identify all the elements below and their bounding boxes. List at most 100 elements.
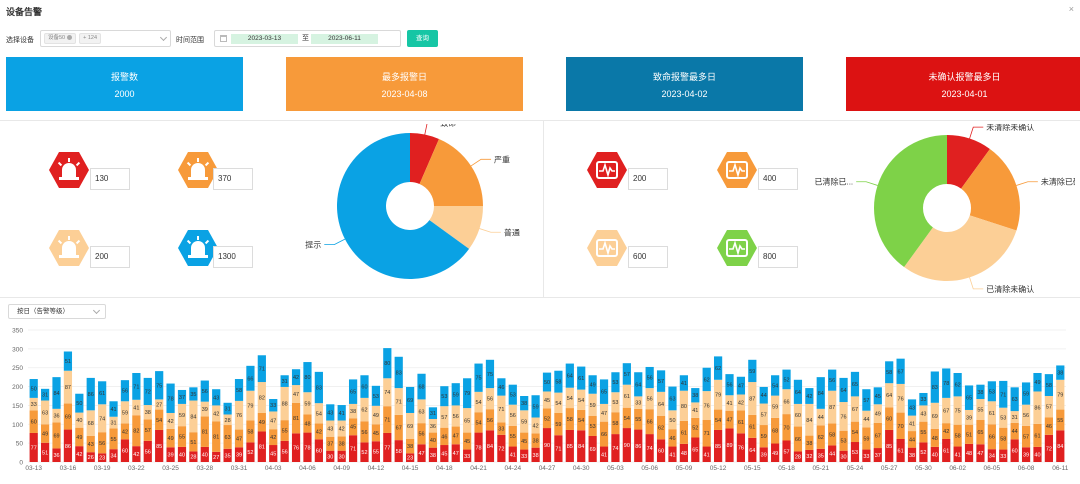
bar-segment[interactable]: [394, 414, 403, 441]
bar-segment[interactable]: [691, 402, 700, 418]
bar-segment[interactable]: [577, 430, 586, 462]
bar-segment[interactable]: [337, 405, 346, 421]
bar-segment[interactable]: [417, 373, 426, 400]
bar-segment[interactable]: [1010, 439, 1019, 462]
bar-segment[interactable]: [200, 401, 209, 417]
bar-segment[interactable]: [1033, 423, 1042, 447]
bar-segment[interactable]: [953, 396, 962, 425]
bar-segment[interactable]: [599, 403, 609, 422]
bar-segment[interactable]: [907, 415, 917, 432]
bar-segment[interactable]: [257, 355, 266, 383]
donut-slice[interactable]: [410, 133, 439, 184]
bar-segment[interactable]: [451, 383, 460, 406]
bar-segment[interactable]: [953, 446, 962, 462]
bar-segment[interactable]: [816, 377, 825, 409]
bar-segment[interactable]: [862, 427, 871, 450]
bar-segment[interactable]: [622, 407, 631, 429]
bar-segment[interactable]: [713, 379, 723, 410]
bar-segment[interactable]: [793, 451, 803, 462]
bar-segment[interactable]: [440, 445, 449, 462]
bar-segment[interactable]: [75, 446, 84, 462]
bar-segment[interactable]: [748, 414, 757, 438]
bar-segment[interactable]: [656, 415, 666, 440]
bar-segment[interactable]: [269, 429, 278, 446]
bar-segment[interactable]: [86, 377, 95, 411]
bar-segment[interactable]: [109, 416, 118, 429]
bar-segment[interactable]: [52, 448, 61, 462]
bar-segment[interactable]: [109, 401, 118, 417]
bar-segment[interactable]: [337, 436, 346, 451]
bar-segment[interactable]: [999, 449, 1008, 462]
bar-segment[interactable]: [725, 428, 734, 462]
bar-segment[interactable]: [793, 403, 803, 427]
bar-segment[interactable]: [474, 391, 483, 413]
bar-segment[interactable]: [417, 399, 426, 424]
bar-segment[interactable]: [748, 382, 757, 415]
bar-segment[interactable]: [896, 412, 905, 439]
bar-segment[interactable]: [736, 410, 746, 434]
bar-segment[interactable]: [406, 438, 415, 454]
bar-segment[interactable]: [463, 449, 472, 462]
query-button[interactable]: 查询: [407, 30, 438, 47]
donut-slice[interactable]: [336, 133, 470, 279]
bar-segment[interactable]: [987, 449, 996, 462]
bar-segment[interactable]: [748, 359, 757, 383]
bar-segment[interactable]: [850, 396, 860, 422]
bar-segment[interactable]: [520, 396, 529, 411]
bar-segment[interactable]: [371, 441, 381, 462]
bar-segment[interactable]: [862, 449, 871, 462]
bar-segment[interactable]: [634, 372, 643, 397]
bar-segment[interactable]: [622, 384, 631, 408]
device-tag[interactable]: 设备50: [44, 33, 77, 44]
bar-segment[interactable]: [257, 382, 266, 413]
date-range-picker[interactable]: 2023-03-13 至 2023-06-11: [214, 30, 401, 47]
bar-segment[interactable]: [474, 432, 483, 462]
bar-segment[interactable]: [98, 381, 107, 405]
bar-segment[interactable]: [554, 435, 563, 462]
bar-segment[interactable]: [383, 406, 392, 433]
bar-segment[interactable]: [223, 414, 232, 426]
bar-segment[interactable]: [63, 403, 73, 430]
bar-segment[interactable]: [291, 433, 301, 462]
bar-segment[interactable]: [1021, 382, 1031, 405]
close-icon[interactable]: ×: [1068, 4, 1074, 14]
bar-segment[interactable]: [976, 419, 985, 445]
bar-segment[interactable]: [246, 442, 255, 462]
bar-segment[interactable]: [269, 399, 278, 412]
bar-segment[interactable]: [177, 389, 187, 404]
bar-segment[interactable]: [269, 411, 278, 430]
bar-segment[interactable]: [463, 432, 472, 450]
bar-segment[interactable]: [725, 395, 734, 411]
donut-slice[interactable]: [961, 148, 1020, 231]
bar-segment[interactable]: [143, 419, 152, 441]
bar-segment[interactable]: [987, 424, 996, 450]
bar-segment[interactable]: [976, 384, 985, 400]
bar-segment[interactable]: [474, 412, 483, 433]
bar-segment[interactable]: [348, 379, 358, 404]
bar-segment[interactable]: [155, 409, 164, 430]
bar-segment[interactable]: [41, 442, 50, 462]
bar-segment[interactable]: [177, 426, 187, 447]
bar-segment[interactable]: [1056, 409, 1065, 431]
bar-segment[interactable]: [1033, 391, 1042, 424]
bar-segment[interactable]: [234, 400, 244, 430]
bar-segment[interactable]: [656, 370, 666, 392]
bar-segment[interactable]: [679, 375, 688, 391]
bar-segment[interactable]: [565, 429, 574, 462]
bar-segment[interactable]: [611, 392, 620, 413]
bar-segment[interactable]: [132, 399, 141, 416]
bar-segment[interactable]: [132, 372, 141, 400]
bar-segment[interactable]: [645, 409, 654, 435]
bar-segment[interactable]: [896, 438, 905, 462]
bar-segment[interactable]: [143, 405, 152, 420]
bar-segment[interactable]: [839, 430, 848, 451]
bar-segment[interactable]: [919, 405, 928, 422]
bar-segment[interactable]: [542, 408, 552, 429]
bar-segment[interactable]: [120, 423, 130, 440]
bar-segment[interactable]: [348, 403, 358, 419]
bar-segment[interactable]: [212, 405, 221, 422]
bar-segment[interactable]: [828, 390, 837, 424]
bar-segment[interactable]: [303, 392, 312, 415]
bar-segment[interactable]: [394, 356, 403, 389]
bar-segment[interactable]: [713, 356, 723, 380]
